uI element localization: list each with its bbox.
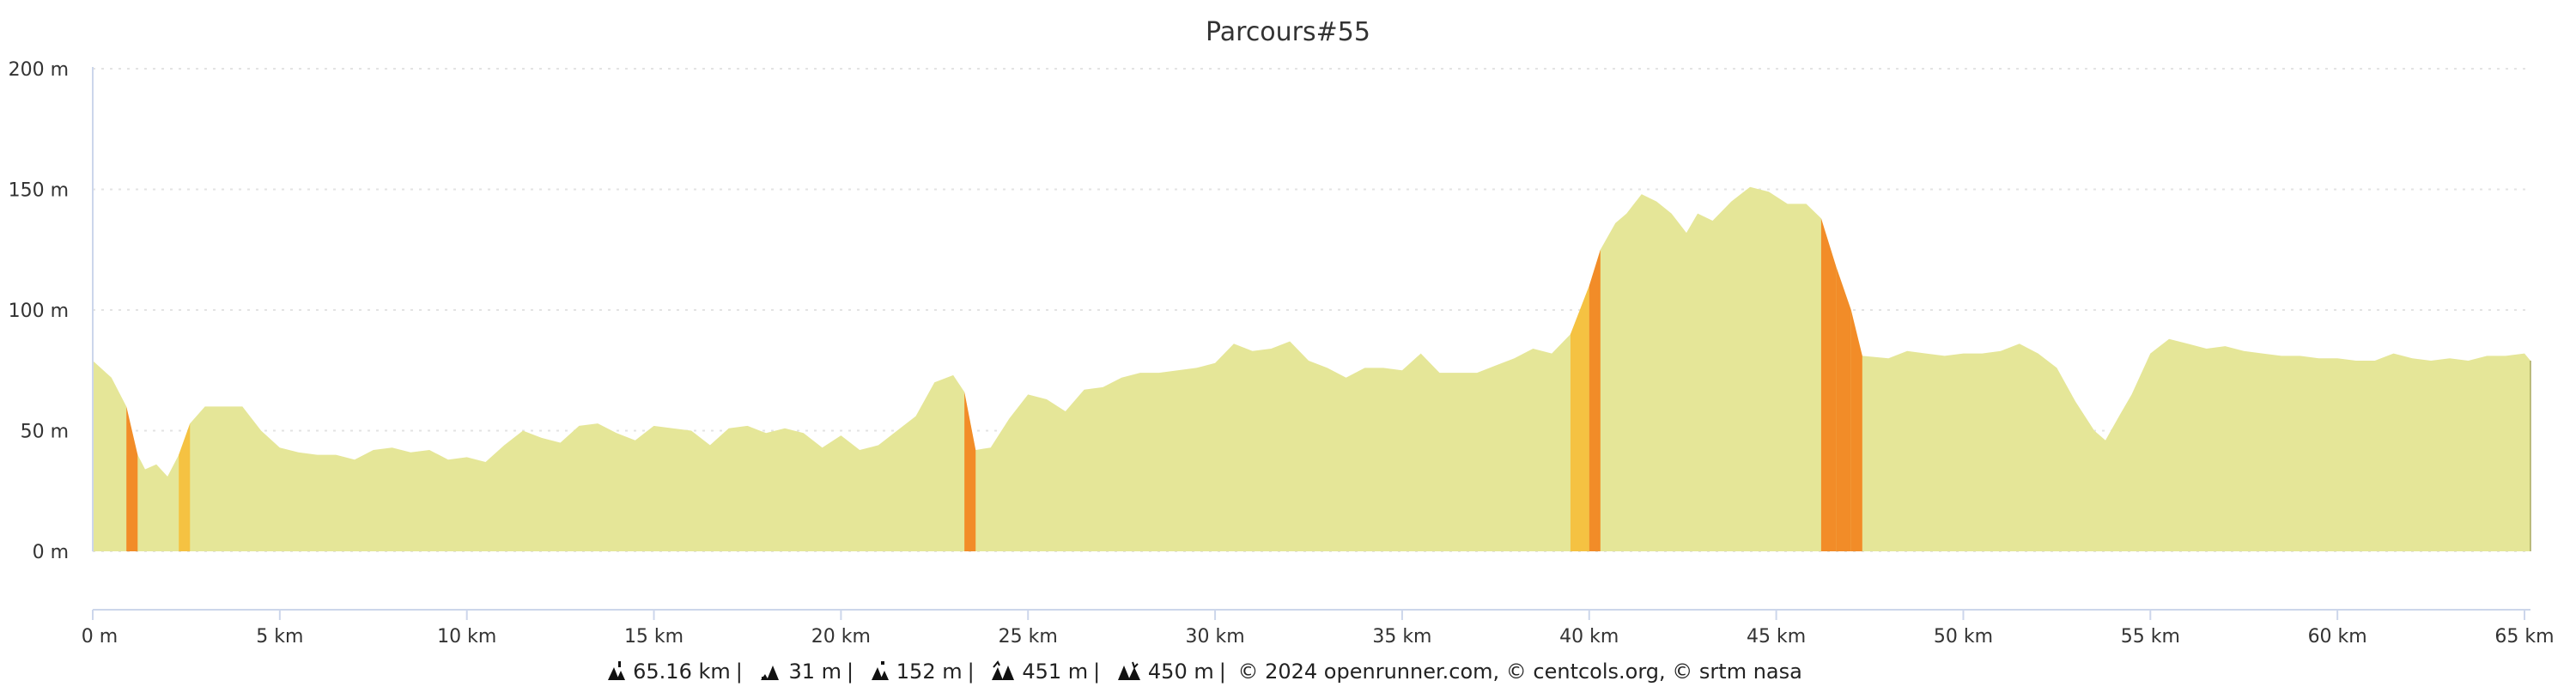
slope-segment [1850,310,1862,551]
x-tick-label: 45 km [1747,626,1806,647]
distance-peak-icon [607,660,626,686]
y-tick-label: 50 m [21,422,69,443]
slope-segment [964,392,976,551]
max-altitude-icon [871,660,890,686]
route-stats-footer: 65.16 km | 31 m | 152 m | 451 m | 450 m | © 2… [0,660,2404,686]
chart-title: Parcours#55 [1206,17,1370,47]
y-tick-label: 150 m [9,180,69,202]
y-axis-ticks: 0 m 50 m 100 m 150 m 200 m [9,59,69,563]
slope-segment [126,406,138,551]
x-tick-label: 25 km [999,626,1058,647]
x-tick-label: 5 km [256,626,303,647]
elevation-area-path [93,186,2530,551]
x-tick-label: 10 km [437,626,496,647]
x-tick-label: 60 km [2308,626,2367,647]
ascent-icon [991,660,1015,686]
x-tick-label: 35 km [1372,626,1431,647]
distance-value: 65.16 km [633,660,731,684]
slope-segment [1570,285,1589,551]
max-altitude-value: 152 m [896,660,963,684]
x-axis-ticks: 0 m 5 km 10 km 15 km 20 km 25 km 30 km 35 km 40 … [82,610,2555,647]
slope-segment [179,423,191,551]
min-altitude-icon [760,660,782,686]
x-tick-label: 40 km [1559,626,1619,647]
elevation-area [93,186,2530,551]
copyright-text: © 2024 openrunner.com, © centcols.org, ©… [1237,660,1802,684]
x-tick-label: 55 km [2121,626,2180,647]
x-tick-label: 15 km [624,626,683,647]
x-tick-label: 20 km [811,626,871,647]
slope-segment [1820,218,1837,551]
slope-segment [1836,266,1851,551]
ascent-value: 451 m [1022,660,1089,684]
x-tick-label: 65 km [2494,626,2554,647]
slope-segments [126,218,2531,551]
slope-segment [1589,249,1601,551]
descent-value: 450 m [1147,660,1214,684]
descent-icon [1117,660,1141,686]
min-altitude-value: 31 m [788,660,842,684]
y-tick-label: 100 m [9,301,69,322]
y-tick-label: 200 m [9,59,69,81]
x-tick-label: 30 km [1185,626,1244,647]
x-tick-label: 50 km [1934,626,1993,647]
y-tick-label: 0 m [33,542,69,563]
x-tick-label: 0 m [82,626,118,647]
